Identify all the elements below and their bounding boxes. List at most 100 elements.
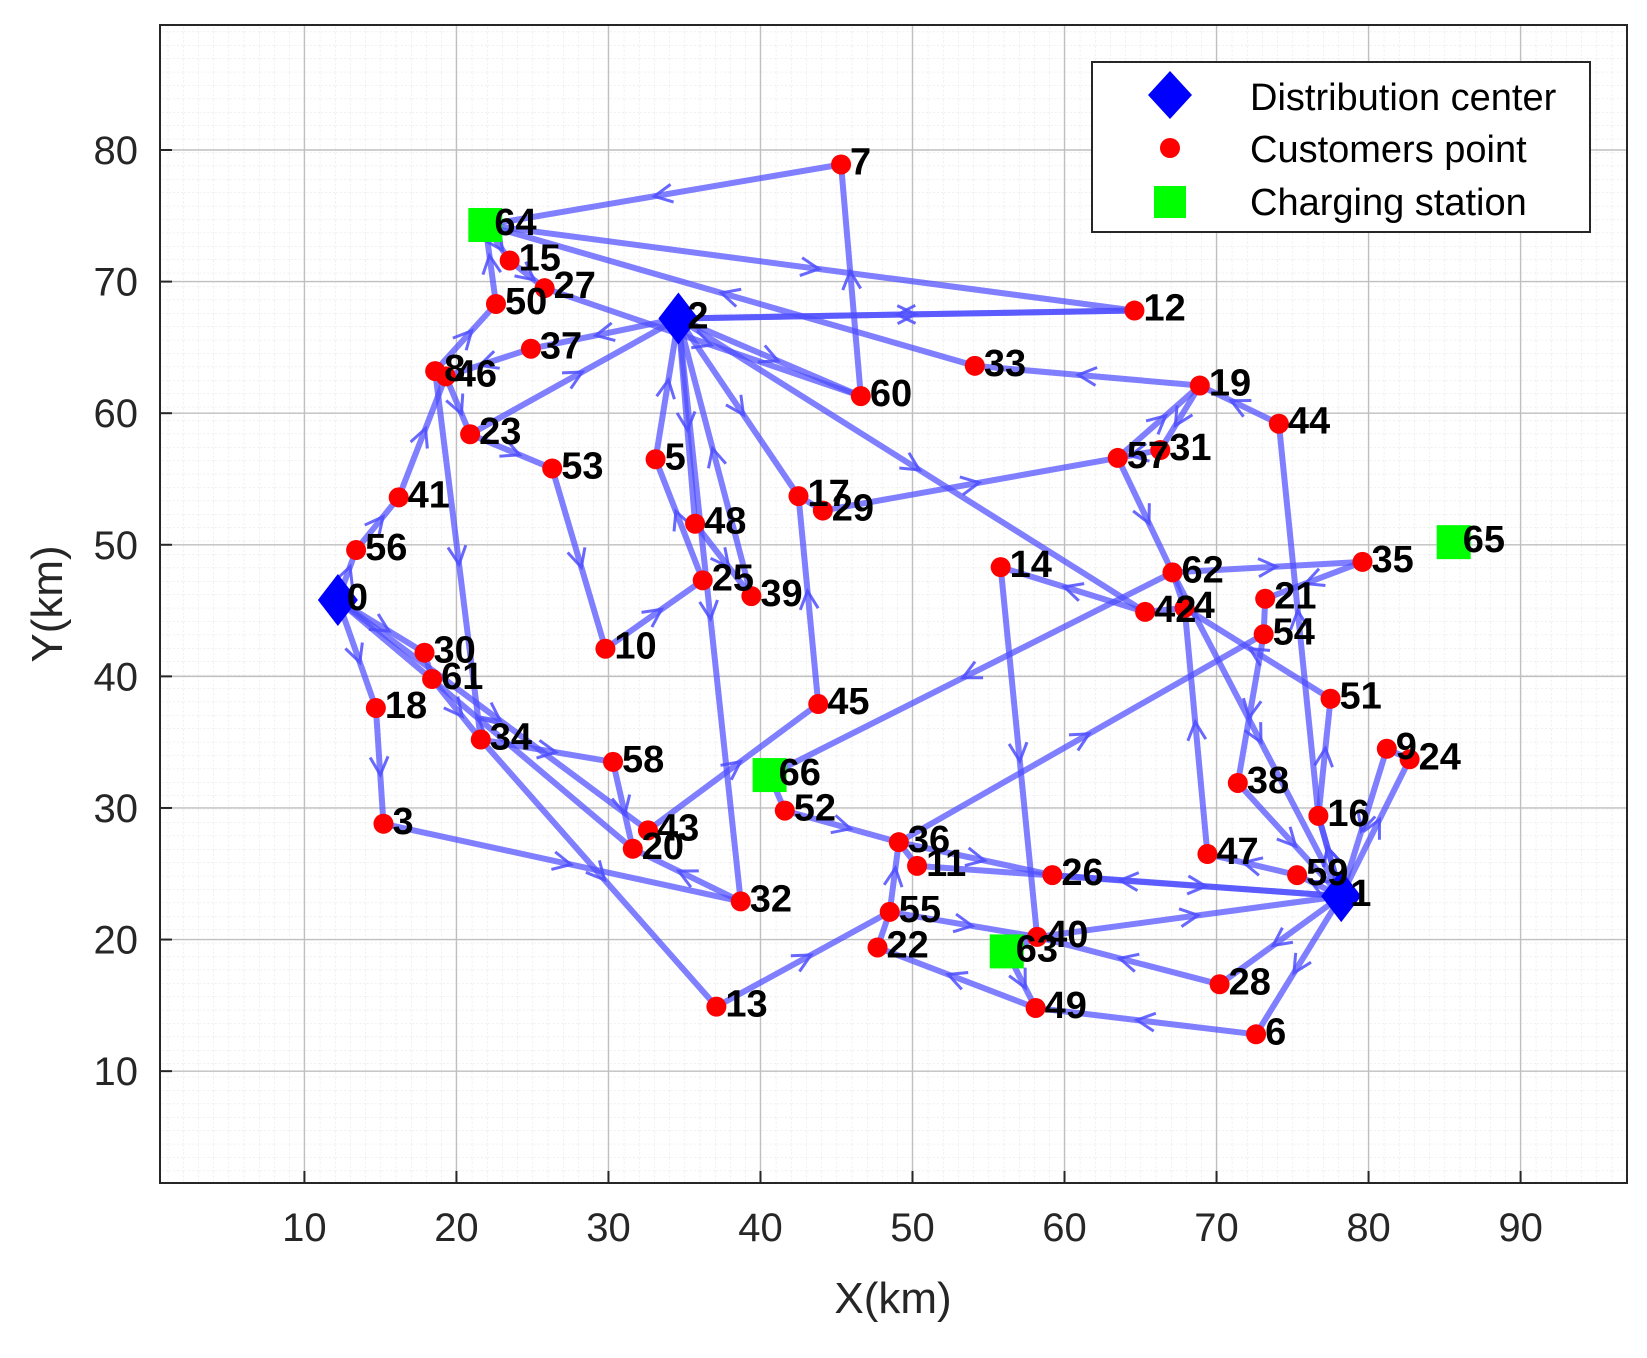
legend-label-depot: Distribution center <box>1250 77 1557 119</box>
route-arrow-34-13 <box>585 860 607 883</box>
route-segment-39-2 <box>675 315 755 600</box>
route-arrow-55-40 <box>952 912 976 934</box>
customer-point-32 <box>730 891 751 912</box>
route-arrow-62-66 <box>959 660 984 680</box>
y-tick-label-30: 30 <box>94 787 139 831</box>
point-label-9: 9 <box>1396 726 1417 768</box>
route-arrow-8-34 <box>446 544 468 568</box>
route-arrow-45-17 <box>798 587 820 611</box>
customer-point-30 <box>414 642 435 663</box>
route-segment-27-60 <box>541 285 864 400</box>
point-label-33: 33 <box>984 343 1026 385</box>
x-tick-label-60: 60 <box>1042 1206 1087 1250</box>
x-tick-label-70: 70 <box>1194 1206 1239 1250</box>
customer-point-4 <box>1174 597 1195 618</box>
route-segment-64-12 <box>482 222 1138 314</box>
route-segment-1-24 <box>1338 756 1413 900</box>
customer-point-18 <box>365 697 386 718</box>
charging-station-64 <box>468 208 503 243</box>
point-label-36: 36 <box>908 819 950 861</box>
legend: Distribution center Customers point Char… <box>1091 61 1591 233</box>
route-arrow-16-44 <box>1289 607 1310 631</box>
customer-point-21 <box>1255 588 1276 609</box>
route-arrow-58-20 <box>610 794 632 818</box>
point-label-65: 65 <box>1463 519 1505 561</box>
customer-point-12 <box>1124 300 1145 321</box>
y-axis-ticks: 10 20 30 40 50 60 70 80 <box>94 129 172 1094</box>
point-label-21: 21 <box>1274 576 1316 618</box>
customer-point-31 <box>1150 440 1171 461</box>
route-segment-20-0 <box>334 597 636 852</box>
route-arrow-23-53 <box>499 438 523 458</box>
route-arrow-49-22 <box>945 971 969 991</box>
customer-point-50 <box>485 293 506 314</box>
point-label-42: 42 <box>1154 589 1196 631</box>
route-arrow-43-45 <box>720 759 744 781</box>
route-arrow-37-46 <box>476 350 500 370</box>
point-label-35: 35 <box>1371 539 1413 581</box>
y-tick-label-80: 80 <box>94 129 139 173</box>
route-arrow-63-49 <box>1008 967 1027 991</box>
route-segment-13-55 <box>713 908 893 1010</box>
route-segment-8-34 <box>432 368 484 743</box>
distribution-center-2 <box>658 292 699 345</box>
route-segment-46-23 <box>442 373 474 438</box>
point-label-66: 66 <box>779 752 821 794</box>
legend-customer-icon <box>1160 138 1180 158</box>
route-segment-23-53 <box>467 431 556 472</box>
point-label-5: 5 <box>665 436 686 478</box>
point-label-61: 61 <box>441 656 483 698</box>
distribution-center-1 <box>1321 870 1362 923</box>
point-label-64: 64 <box>494 202 536 244</box>
point-label-34: 34 <box>490 717 532 759</box>
customer-point-62 <box>1162 562 1183 583</box>
point-label-45: 45 <box>827 681 869 723</box>
customer-point-15 <box>499 250 520 271</box>
point-label-60: 60 <box>870 373 912 415</box>
route-segment-54-38 <box>1234 631 1267 786</box>
point-label-12: 12 <box>1143 288 1185 330</box>
route-segment-0-43 <box>334 597 651 834</box>
route-segment-2-37 <box>527 315 682 352</box>
route-segment-37-46 <box>442 345 534 380</box>
route-arrow-55-36 <box>882 864 904 888</box>
route-arrow-2-37 <box>592 321 616 343</box>
x-tick-label-30: 30 <box>586 1206 631 1250</box>
route-arrow-32-20 <box>675 869 699 889</box>
point-label-57: 57 <box>1127 435 1169 477</box>
route-arrow-64-12 <box>799 256 823 277</box>
route-segment-42-14 <box>997 564 1149 615</box>
point-label-23: 23 <box>479 411 521 453</box>
route-segment-19-31 <box>1157 382 1203 454</box>
route-arrow-19-33 <box>1075 366 1098 387</box>
customer-point-6 <box>1246 1024 1267 1045</box>
route-segment-45-17 <box>795 493 822 708</box>
point-label-38: 38 <box>1247 760 1289 802</box>
point-label-40: 40 <box>1046 914 1088 956</box>
customer-point-34 <box>470 729 491 750</box>
route-segment-62-35 <box>1169 558 1366 576</box>
route-arrow-5-2 <box>655 376 676 400</box>
route-arrow-39-2 <box>706 445 727 469</box>
point-label-11: 11 <box>926 843 966 885</box>
route-segment-10-25 <box>602 577 706 652</box>
route-segment-38-1 <box>1234 779 1345 900</box>
route-segment-6-49 <box>1032 1004 1260 1038</box>
route-arrow-50-64 <box>481 252 503 276</box>
route-arrow-2-17 <box>725 394 746 418</box>
route-segment-16-51 <box>1315 695 1334 819</box>
point-label-62: 62 <box>1181 549 1223 591</box>
route-segment-53-10 <box>549 465 609 652</box>
point-label-29: 29 <box>832 488 874 530</box>
route-arrow-13-55 <box>790 953 814 973</box>
customer-point-26 <box>1042 865 1063 886</box>
route-segment-28-40 <box>1034 933 1223 988</box>
point-label-4: 4 <box>1194 585 1215 627</box>
x-tick-label-50: 50 <box>890 1206 935 1250</box>
distribution-center-0 <box>317 574 358 627</box>
charging-station-66 <box>752 758 787 793</box>
point-label-30: 30 <box>434 630 476 672</box>
point-label-19: 19 <box>1209 363 1251 405</box>
route-arrow-15-27 <box>514 261 537 283</box>
